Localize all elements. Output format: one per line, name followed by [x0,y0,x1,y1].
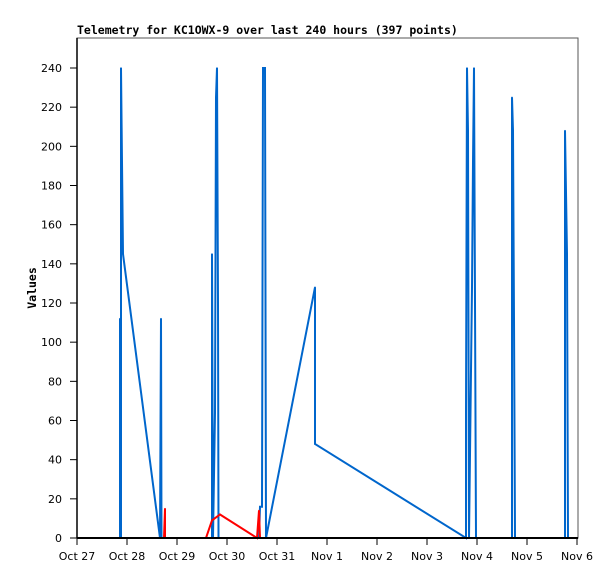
series-blue-line [119,67,569,540]
series-blue-point [259,505,261,508]
series-blue-point [159,427,162,430]
x-tick-label: Nov 4 [461,550,493,563]
y-tick-label: 180 [41,180,62,193]
x-tick-label: Nov 1 [311,550,343,563]
y-tick-label: 0 [55,532,62,545]
series-blue-point [314,443,316,445]
series-blue-point [472,161,474,163]
x-tick-label: Oct 30 [209,550,246,563]
series-blue-point [217,302,219,304]
series-layer [119,67,569,540]
series-red-point [211,519,213,522]
x-tick-label: Oct 31 [259,550,296,563]
y-tick-label: 220 [41,101,62,114]
series-blue-point [262,67,264,69]
plot-frame [76,37,579,539]
x-tick-label: Oct 28 [109,550,146,563]
series-blue-point [512,129,514,132]
series-blue-point [564,129,566,132]
y-tick-label: 240 [41,62,62,75]
series-blue-point [215,96,217,99]
y-tick-label: 40 [48,454,62,467]
series-blue-point [120,67,122,69]
series-blue-point [465,411,467,414]
x-tick-label: Oct 29 [159,550,196,563]
y-tick-label: 20 [48,493,62,506]
chart-title: Telemetry for KC1OWX-9 over last 240 hou… [77,23,458,37]
series-blue-point [566,253,568,255]
series-blue-point [264,67,266,69]
series-blue-point [474,302,476,304]
y-tick-label: 80 [48,375,62,388]
series-blue-point [314,286,316,289]
y-tick-label: 200 [41,140,62,153]
y-tick-label: 120 [41,297,62,310]
series-blue-point [119,317,121,320]
series-red-point [258,509,260,512]
x-tick-label: Nov 3 [411,550,443,563]
y-tick-label: 60 [48,415,62,428]
axis-ticks: Oct 27 Oct 28 Oct 29 Oct 30 Oct 31 Nov 1 Nov 2… [41,62,593,563]
y-tick-label: 160 [41,219,62,232]
y-axis-label: Values [25,267,39,309]
x-tick-label: Nov 2 [361,550,393,563]
x-tick-label: Nov 6 [561,550,593,563]
series-blue-point [513,317,515,320]
series-blue-point [122,253,124,255]
series-blue-point [511,96,513,99]
x-tick-label: Nov 5 [511,550,543,563]
series-red-point [164,507,166,510]
series-blue-point [466,67,468,69]
series-red-point [219,513,221,516]
series-blue-point [473,67,475,69]
y-tick-label: 100 [41,336,62,349]
series-blue-point [211,253,213,255]
series-blue-point [471,286,473,289]
series-blue-point [261,505,263,508]
x-tick-label: Oct 27 [59,550,96,563]
series-blue-point [160,317,162,320]
y-tick-label: 140 [41,258,62,271]
series-blue-point [467,129,469,132]
series-blue-point [214,411,216,414]
series-blue-point [121,161,123,163]
series-blue-point [216,67,218,69]
